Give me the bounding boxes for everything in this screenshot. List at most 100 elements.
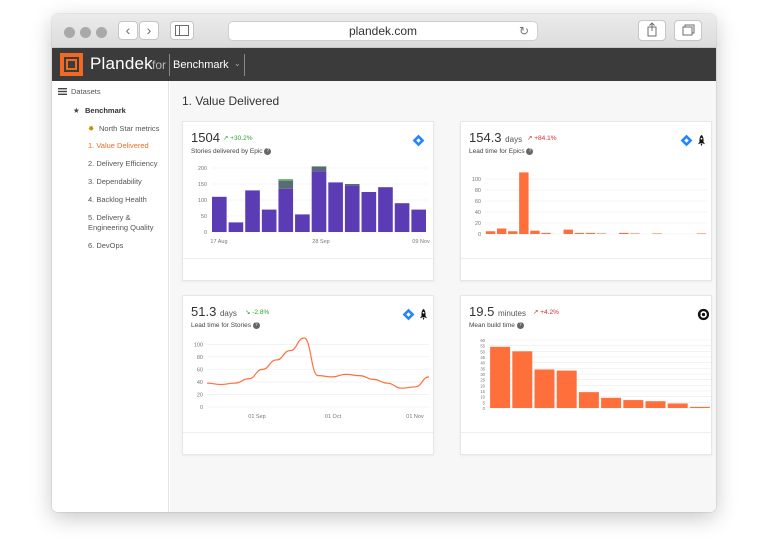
metric-value: 19.5 minutes [469, 304, 526, 319]
close-window-button[interactable] [64, 27, 75, 38]
bar [630, 233, 640, 234]
metric-subtitle: Lead time for Epics ? [469, 148, 534, 155]
metric-delta: ↗ +4.2% [533, 309, 559, 316]
bar [411, 209, 427, 232]
chevron-down-icon[interactable]: ⌄ [234, 59, 241, 68]
x-tick-label: 01 Nov [406, 414, 424, 420]
bar [652, 233, 662, 234]
header-divider [244, 54, 245, 76]
bar [211, 196, 227, 232]
help-icon[interactable]: ? [252, 322, 260, 329]
metric-card-lead-time-stories[interactable]: 51.3 days ↘ -2.8% Lead time for Stories … [182, 295, 434, 455]
browser-window: ‹ › plandek.com ↻ Plandek for Benchmark … [52, 14, 716, 512]
bar [578, 392, 599, 408]
bar [530, 230, 540, 234]
rocket-icon [419, 308, 428, 321]
header-divider [169, 54, 170, 76]
card-footer [183, 258, 433, 280]
bar [574, 232, 585, 234]
tabs-button[interactable] [674, 20, 702, 41]
browser-toolbar: ‹ › plandek.com ↻ [52, 14, 716, 48]
metric-delta: ↗ +30.2% [223, 135, 253, 142]
page-title: 1. Value Delivered [182, 94, 280, 108]
y-tick-label: 40 [475, 210, 481, 216]
card-footer [461, 432, 711, 454]
maximize-window-button[interactable] [96, 27, 107, 38]
chevron-left-icon: ‹ [125, 22, 131, 38]
y-tick-label: 150 [198, 182, 207, 188]
bar [278, 180, 294, 189]
forward-button[interactable]: › [139, 21, 159, 40]
help-icon[interactable]: ? [516, 322, 524, 329]
y-tick-label: 0 [200, 405, 203, 411]
url-text: plandek.com [348, 24, 418, 38]
jira-icon [680, 134, 693, 147]
bar [361, 192, 377, 232]
bar [601, 397, 622, 408]
metric-card-stories-delivered[interactable]: 1504 ↗ +30.2% Stories delivered by Epic … [182, 121, 434, 281]
share-button[interactable] [638, 20, 666, 41]
sidebar-item-delivery-quality-line2[interactable]: Engineering Quality [88, 223, 154, 232]
y-tick-label: 0 [483, 406, 486, 411]
metric-card-mean-build-time[interactable]: 19.5 minutes ↗ +4.2% Mean build time ? 0… [460, 295, 712, 455]
datasets-icon [58, 88, 67, 95]
sidebar-item-devops[interactable]: 6. DevOps [88, 241, 124, 250]
y-tick-label: 100 [198, 198, 207, 204]
help-icon[interactable]: ? [264, 148, 272, 155]
y-tick-label: 35 [480, 366, 485, 371]
sidebar-item-delivery-efficiency[interactable]: 2. Delivery Efficiency [88, 159, 158, 168]
y-tick-label: 25 [480, 378, 485, 383]
y-tick-label: 20 [480, 383, 485, 388]
metric-delta: ↗ +84.1% [527, 135, 557, 142]
plandek-logo-icon [60, 53, 83, 76]
sidebar-item-value-delivered[interactable]: 1. Value Delivered [88, 141, 149, 150]
benchmark-selector[interactable]: Benchmark [173, 59, 229, 71]
bar [508, 231, 518, 234]
sidebar-toggle-button[interactable] [170, 21, 194, 40]
y-tick-label: 40 [197, 380, 203, 386]
tabs-icon [682, 24, 695, 36]
y-tick-label: 5 [483, 400, 486, 405]
address-bar[interactable]: plandek.com ↻ [228, 21, 538, 41]
y-tick-label: 60 [480, 338, 485, 343]
x-tick-label: 17 Aug [210, 239, 227, 245]
sidebar-item-dependability[interactable]: 3. Dependability [88, 177, 142, 186]
metric-subtitle: Stories delivered by Epic ? [191, 148, 272, 155]
bar [295, 214, 310, 232]
bar [261, 209, 277, 232]
bar [667, 403, 688, 408]
chevron-right-icon: › [146, 22, 152, 38]
sidebar-item-backlog-health[interactable]: 4. Backlog Health [88, 195, 147, 204]
y-tick-label: 100 [194, 342, 203, 348]
bar [496, 228, 507, 234]
bar [696, 233, 707, 234]
rocket-icon [697, 134, 706, 147]
x-tick-label: 01 Sep [248, 414, 265, 420]
sidebar-datasets[interactable]: Datasets [71, 87, 101, 96]
metric-subtitle: Mean build time ? [469, 322, 524, 329]
metric-value: 51.3 days [191, 304, 237, 319]
sidebar-item-delivery-quality[interactable]: 5. Delivery & [88, 213, 131, 222]
y-tick-label: 55 [480, 344, 485, 349]
bar [512, 351, 533, 408]
star-icon: ★ [73, 106, 80, 115]
sidebar-item-north-star[interactable]: North Star metrics [99, 124, 160, 133]
help-icon[interactable]: ? [526, 148, 534, 155]
back-button[interactable]: ‹ [118, 21, 138, 40]
brand-name: Plandek [90, 54, 153, 73]
share-icon [647, 22, 657, 37]
minimize-window-button[interactable] [80, 27, 91, 38]
bar [563, 229, 573, 234]
y-tick-label: 50 [201, 214, 207, 220]
jira-icon [402, 308, 415, 321]
metric-card-lead-time-epics[interactable]: 154.3 days ↗ +84.1% Lead time for Epics … [460, 121, 712, 281]
bar [485, 231, 496, 234]
stories-line-chart: 0 20 40 60 80 100 01 Sep 01 Oct 01 Nov [194, 337, 430, 420]
stories-bar-chart: 0 50 100 150 200 17 Aug 28 Sep 09 Nov [198, 166, 430, 245]
bar [645, 401, 666, 408]
sidebar-benchmark[interactable]: Benchmark [85, 106, 126, 115]
bar [623, 400, 644, 408]
bar [534, 369, 555, 408]
reload-icon[interactable]: ↻ [518, 24, 529, 38]
bar [585, 232, 596, 234]
